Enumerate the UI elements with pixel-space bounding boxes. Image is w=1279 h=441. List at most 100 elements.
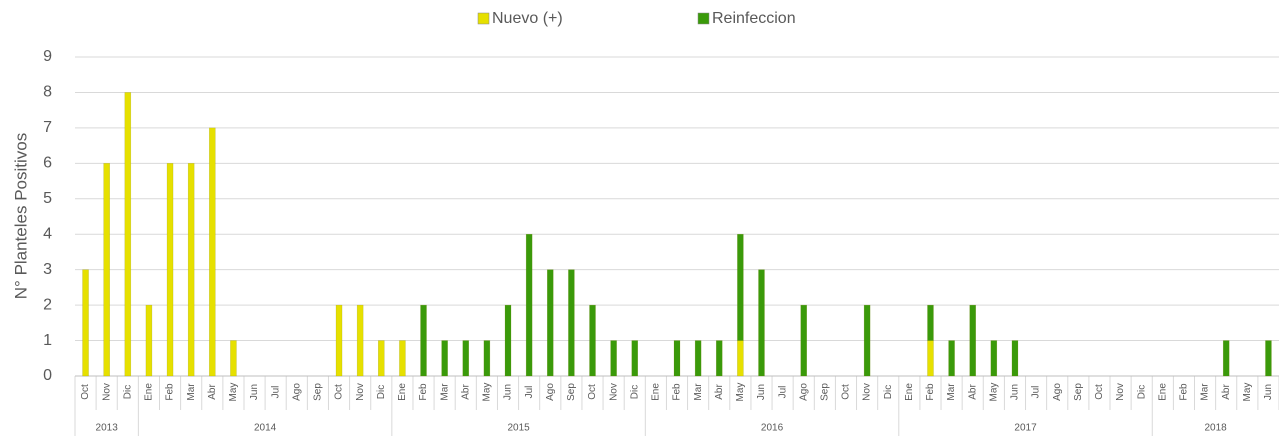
x-tick-label: Ene <box>651 383 662 401</box>
x-tick-label: Nov <box>862 383 873 401</box>
x-tick-label: Ene <box>1157 383 1168 401</box>
x-group-label: 2018 <box>1205 423 1228 434</box>
x-tick-label: Jul <box>777 386 788 399</box>
y-tick-label: 3 <box>43 261 52 278</box>
bar-segment <box>124 92 132 377</box>
x-group-label: 2015 <box>507 423 530 434</box>
bar-segment <box>82 269 89 377</box>
bar-segment <box>335 304 343 377</box>
x-tick-label: Ago <box>1052 383 1063 401</box>
bar-segment <box>1265 340 1272 377</box>
x-tick-label: Oct <box>587 384 598 400</box>
x-tick-label: Jun <box>249 384 260 400</box>
x-tick-label: Sep <box>566 383 577 401</box>
x-tick-label: May <box>482 383 493 402</box>
x-tick-label: Jun <box>1263 384 1274 400</box>
bar-segment <box>462 340 470 377</box>
x-group-label: 2014 <box>254 423 277 434</box>
bar-segment <box>525 233 533 377</box>
bar-segment <box>483 340 491 377</box>
bar-segment <box>441 340 448 377</box>
bar-segment <box>356 304 364 377</box>
x-tick-label: May <box>735 383 746 402</box>
bar-segment <box>209 127 216 377</box>
x-tick-label: Mar <box>186 383 197 401</box>
bar-segment <box>863 304 871 377</box>
bar-segment <box>631 340 639 377</box>
x-tick-label: Abr <box>714 384 725 400</box>
bar-segment <box>715 340 723 377</box>
x-tick-label: Oct <box>334 384 345 400</box>
y-tick-label: 0 <box>43 367 52 384</box>
y-tick-label: 8 <box>43 84 52 101</box>
y-tick-label: 9 <box>43 48 52 65</box>
bar-segment <box>547 269 554 377</box>
legend-label: Reinfeccion <box>712 10 796 27</box>
x-tick-label: Sep <box>313 383 324 401</box>
bar-segment <box>420 304 427 377</box>
x-tick-label: Ago <box>291 383 302 401</box>
x-tick-label: Jul <box>1031 386 1042 399</box>
y-axis-label: N° Planteles Positivos <box>11 133 30 299</box>
x-tick-label: Dic <box>1136 385 1147 399</box>
bar-segment <box>610 340 617 377</box>
bar-segment <box>1011 340 1019 377</box>
x-tick-label: Dic <box>629 385 640 399</box>
x-tick-label: Feb <box>165 383 176 401</box>
bar-segment <box>800 304 807 377</box>
bar-segment <box>673 340 681 377</box>
x-group-label: 2013 <box>96 423 119 434</box>
bar-segment <box>1222 340 1230 377</box>
x-tick-label: May <box>1242 383 1253 402</box>
bar-segment <box>504 304 512 377</box>
x-tick-label: Feb <box>672 383 683 401</box>
bar-segment <box>927 304 934 341</box>
bar-segment <box>927 340 934 377</box>
bar-segment <box>399 340 406 377</box>
x-tick-label: Feb <box>925 383 936 401</box>
x-group-label: 2017 <box>1014 423 1037 434</box>
bar-segment <box>737 233 744 341</box>
x-tick-label: Ago <box>545 383 556 401</box>
x-tick-label: Sep <box>820 383 831 401</box>
x-tick-label: Abr <box>967 384 978 400</box>
x-tick-label: Ene <box>904 383 915 401</box>
bar-segment <box>378 340 385 377</box>
bar-segment <box>737 340 744 377</box>
bar-segment <box>103 163 110 377</box>
x-tick-label: Feb <box>1179 383 1190 401</box>
x-tick-label: Oct <box>80 384 91 400</box>
bar-segment <box>969 304 976 377</box>
y-tick-label: 1 <box>43 332 52 349</box>
y-tick-label: 4 <box>43 225 52 242</box>
x-tick-label: Abr <box>1221 384 1232 400</box>
x-tick-label: Jun <box>756 384 767 400</box>
y-tick-label: 7 <box>43 119 52 136</box>
x-tick-label: May <box>228 383 239 402</box>
x-group-label: 2016 <box>761 423 784 434</box>
bar-segment <box>166 163 174 377</box>
bar-segment <box>145 304 153 377</box>
x-tick-label: Sep <box>1073 383 1084 401</box>
x-tick-label: Jun <box>1010 384 1021 400</box>
bar-segment <box>758 269 765 377</box>
legend-label: Nuevo (+) <box>492 10 563 27</box>
bar-segment <box>187 163 195 377</box>
legend-swatch <box>477 12 490 25</box>
x-tick-label: Jun <box>503 384 514 400</box>
x-tick-label: Feb <box>418 383 429 401</box>
x-tick-label: Mar <box>946 383 957 401</box>
x-tick-label: May <box>988 383 999 402</box>
x-tick-label: Oct <box>841 384 852 400</box>
bar-segment <box>694 340 702 377</box>
x-tick-label: Jul <box>524 386 535 399</box>
x-tick-label: Dic <box>376 385 387 399</box>
x-tick-label: Nov <box>101 383 112 401</box>
x-tick-label: Jul <box>270 386 281 399</box>
y-tick-label: 5 <box>43 190 52 207</box>
y-tick-label: 6 <box>43 155 52 172</box>
x-tick-label: Mar <box>693 383 704 401</box>
x-tick-label: Mar <box>439 383 450 401</box>
x-tick-label: Nov <box>355 383 366 401</box>
x-tick-label: Ene <box>144 383 155 401</box>
